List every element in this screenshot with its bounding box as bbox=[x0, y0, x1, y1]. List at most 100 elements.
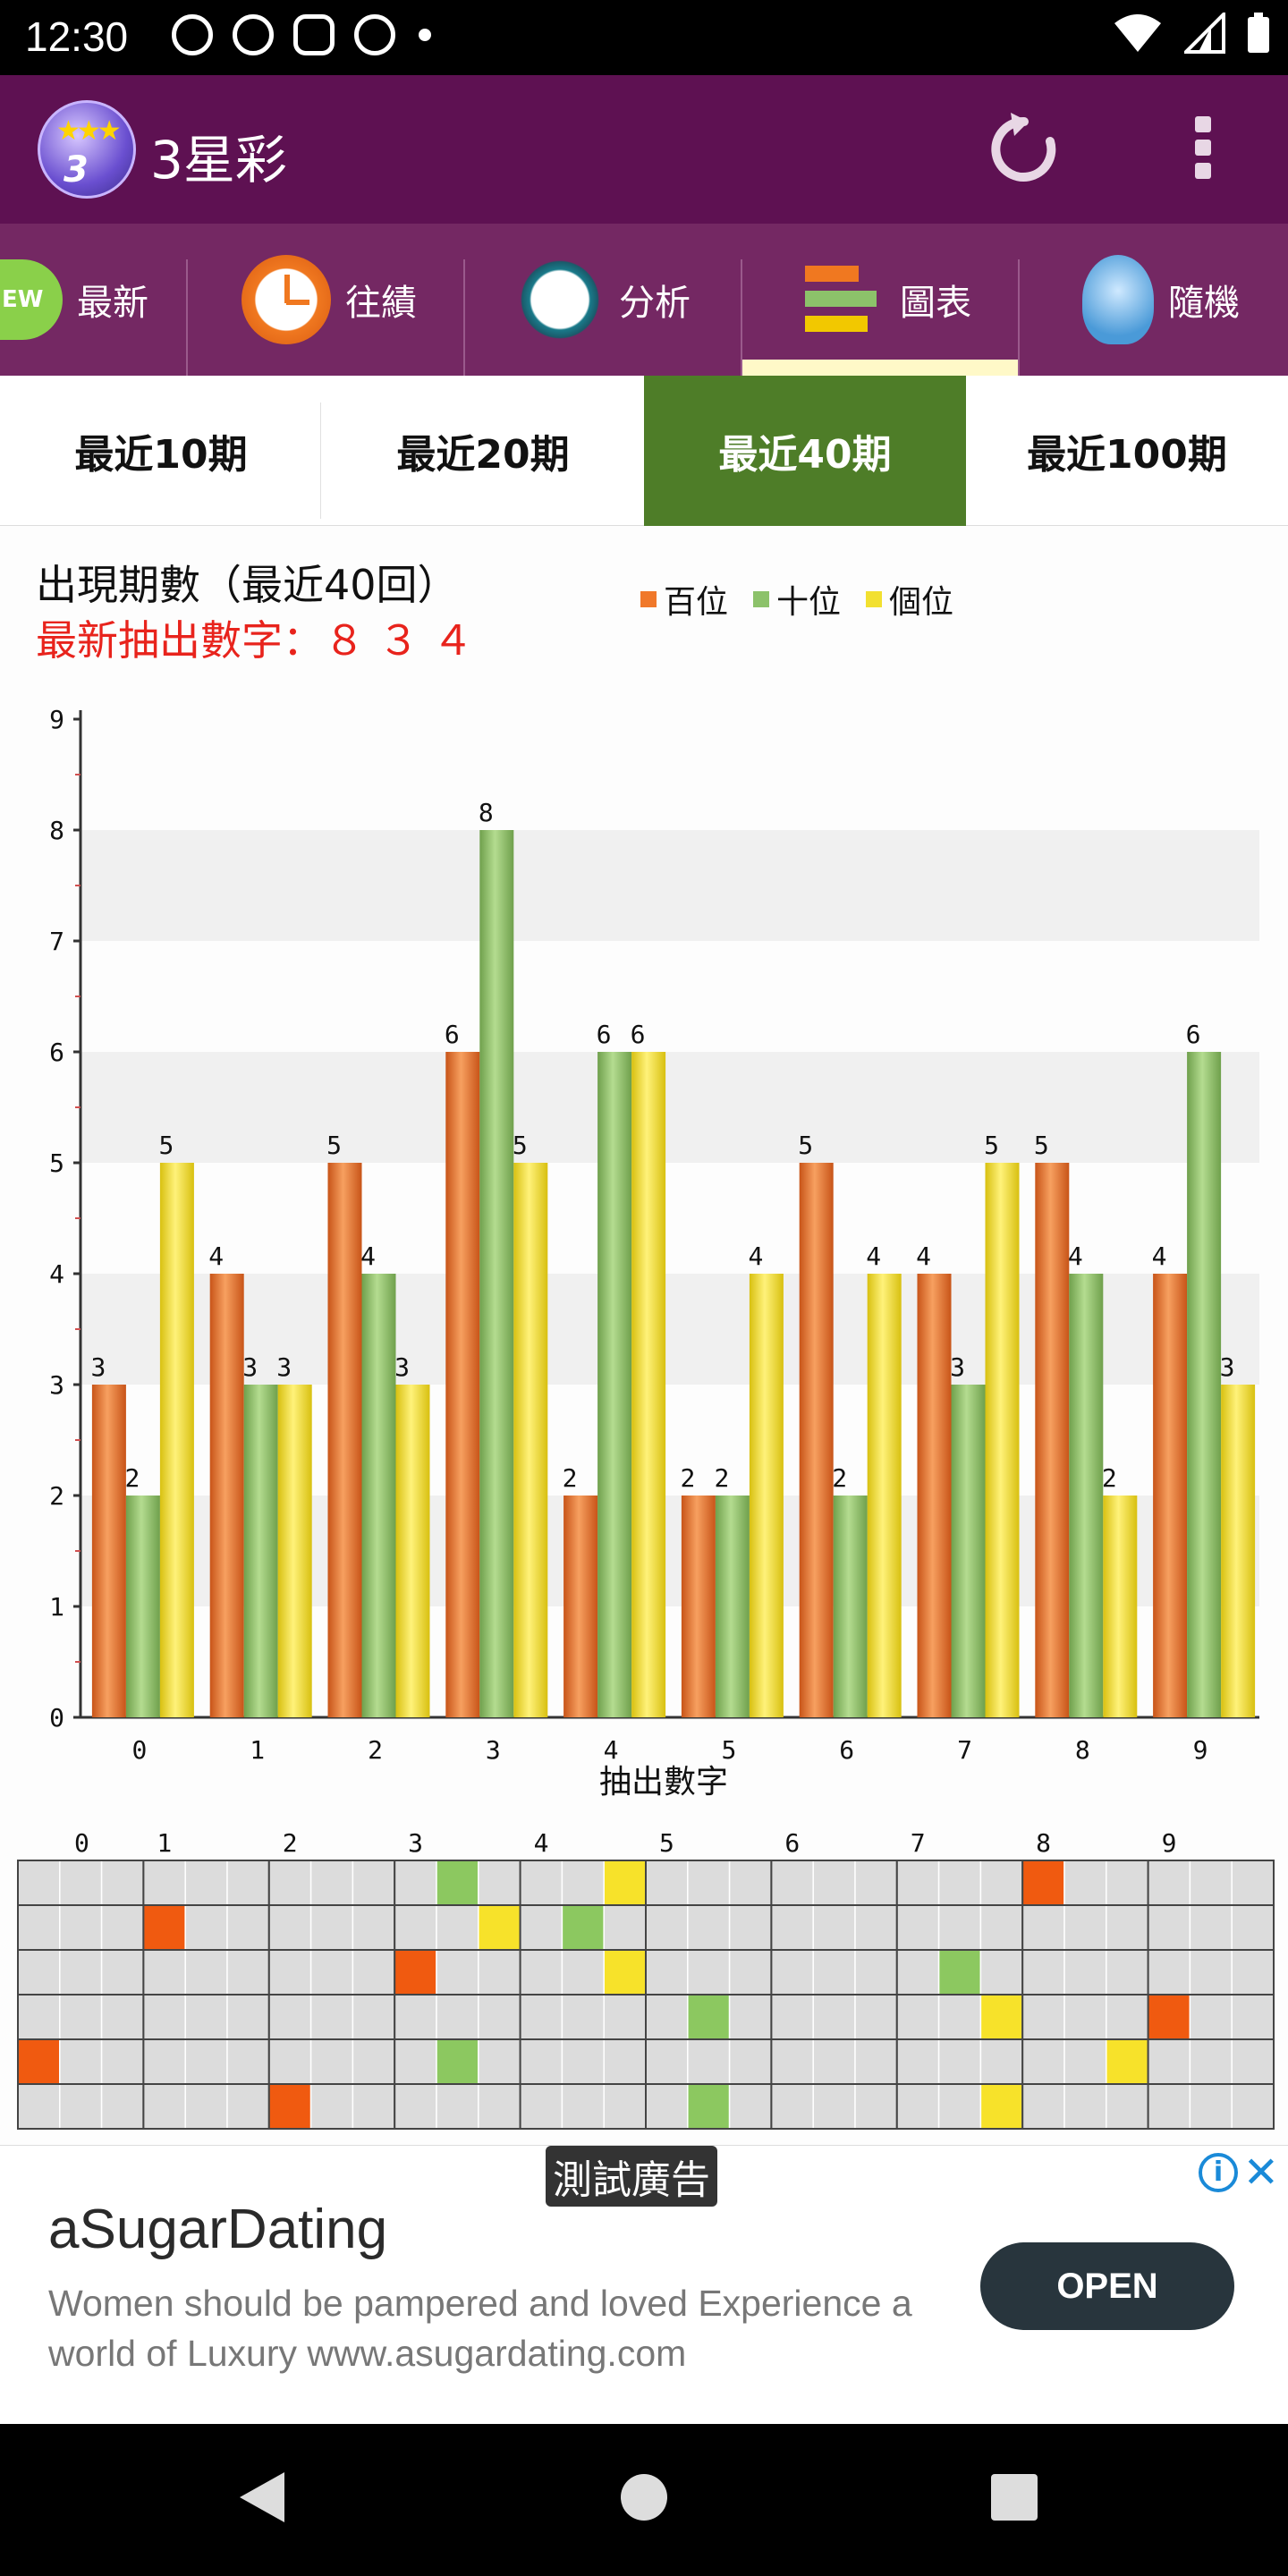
legend-label: 百位 bbox=[664, 584, 729, 621]
tab-latest[interactable]: EW 最新 bbox=[0, 224, 186, 376]
grid-cell bbox=[352, 1860, 395, 1906]
grid-cell bbox=[17, 1949, 61, 1996]
y-tick-label: 1 bbox=[49, 1592, 64, 1622]
grid-cell bbox=[979, 1904, 1023, 1951]
bar bbox=[951, 1385, 986, 1717]
grid-cell bbox=[1189, 1904, 1233, 1951]
tab-label: 最新 bbox=[77, 283, 148, 324]
grid-cell bbox=[519, 2083, 564, 2130]
grid-cell-hit bbox=[436, 2038, 479, 2085]
grid-cell bbox=[309, 1904, 354, 1951]
grid-cell-hit bbox=[436, 1860, 479, 1906]
grid-cell bbox=[645, 1994, 689, 2040]
grid-cell bbox=[142, 1994, 186, 2040]
grid-cell bbox=[979, 1949, 1023, 1996]
bar-value-label: 4 bbox=[866, 1241, 881, 1271]
period-tab-100[interactable]: 最近100期 bbox=[1027, 432, 1227, 478]
grid-cell bbox=[1231, 2038, 1275, 2085]
grid-cell bbox=[59, 2038, 103, 2085]
grid-cell bbox=[1063, 1860, 1107, 1906]
bar bbox=[749, 1274, 784, 1717]
ad-open-button[interactable]: OPEN bbox=[980, 2242, 1234, 2330]
grid-cell bbox=[687, 1860, 731, 1906]
grid-cell bbox=[394, 2083, 437, 2130]
ad-info-icon[interactable]: i bbox=[1199, 2153, 1238, 2192]
grid-cell bbox=[1106, 1949, 1149, 1996]
tab-analysis[interactable]: 分析 bbox=[515, 224, 739, 376]
grid-cell bbox=[854, 1860, 898, 1906]
grid-cell bbox=[645, 1949, 689, 1996]
grid-cell-hit bbox=[1106, 2038, 1149, 2085]
overflow-menu-icon[interactable] bbox=[1181, 116, 1225, 188]
grid-cell bbox=[1106, 1994, 1149, 2040]
grid-cell bbox=[645, 2083, 689, 2130]
bar bbox=[209, 1274, 244, 1717]
recents-icon[interactable] bbox=[991, 2474, 1038, 2521]
grid-cell bbox=[1106, 2083, 1149, 2130]
grid-cell bbox=[519, 1860, 564, 1906]
grid-cell bbox=[645, 2038, 689, 2085]
bar bbox=[799, 1163, 834, 1717]
x-tick-label: 5 bbox=[721, 1735, 736, 1765]
period-tab-10[interactable]: 最近10期 bbox=[74, 432, 248, 478]
refresh-icon[interactable] bbox=[984, 109, 1064, 190]
grid-cell-hit bbox=[603, 1860, 647, 1906]
grid-cell bbox=[226, 1994, 270, 2040]
period-tab-40[interactable]: 最近40期 bbox=[644, 376, 966, 526]
bar bbox=[125, 1496, 160, 1717]
tab-random[interactable]: 隨機 bbox=[1082, 224, 1288, 376]
grid-cell-hit bbox=[687, 1994, 731, 2040]
grid-cell bbox=[603, 1994, 647, 2040]
grid-cell-hit bbox=[979, 1994, 1023, 2040]
tab-chart[interactable]: 圖表 bbox=[742, 224, 1020, 376]
grid-cell bbox=[728, 1994, 773, 2040]
lightbulb-icon bbox=[1082, 255, 1154, 344]
grid-cell bbox=[561, 1949, 605, 1996]
grid-cell bbox=[812, 1904, 856, 1951]
grid-cell bbox=[436, 1904, 479, 1951]
bar bbox=[1103, 1496, 1138, 1717]
grid-cell-hit bbox=[17, 2038, 61, 2085]
grid-cell bbox=[59, 2083, 103, 2130]
grid-cell bbox=[436, 2083, 479, 2130]
ad-banner[interactable]: 測試廣告 i ✕ aSugarDating Women should be pa… bbox=[0, 2145, 1288, 2424]
grid-cell bbox=[226, 1860, 270, 1906]
home-icon[interactable] bbox=[621, 2474, 667, 2521]
tab-history[interactable]: 往績 bbox=[242, 224, 465, 376]
grid-cell bbox=[184, 2038, 228, 2085]
grid-cell bbox=[561, 1994, 605, 2040]
grid-cell bbox=[896, 1949, 940, 1996]
chart-legend: 百位 十位 個位 bbox=[640, 576, 953, 623]
ad-headline[interactable]: aSugarDating bbox=[48, 2199, 388, 2260]
bar-value-label: 6 bbox=[445, 1020, 460, 1049]
grid-cell bbox=[603, 2038, 647, 2085]
bar bbox=[361, 1274, 396, 1717]
grid-cell bbox=[770, 1860, 814, 1906]
bar-value-label: 5 bbox=[513, 1131, 528, 1160]
notification-icon bbox=[233, 14, 274, 55]
grid-cell bbox=[142, 1949, 186, 1996]
grid-cell bbox=[519, 1904, 564, 1951]
ad-body: Women should be pampered and loved Exper… bbox=[48, 2283, 912, 2374]
grid-cell-hit bbox=[937, 1949, 982, 1996]
grid-cell-border bbox=[1147, 2083, 1275, 2130]
grid-column-label: 0 bbox=[74, 1828, 89, 1858]
ad-close-icon[interactable]: ✕ bbox=[1242, 2148, 1279, 2198]
tab-label: 隨機 bbox=[1168, 283, 1240, 324]
grid-cell bbox=[1147, 2083, 1191, 2130]
grid-cell bbox=[478, 2083, 521, 2130]
bar bbox=[1153, 1274, 1188, 1717]
back-icon[interactable] bbox=[240, 2472, 284, 2522]
tab-divider bbox=[186, 259, 188, 376]
tab-bar: EW 最新 往績 分析 圖表 隨機 bbox=[0, 224, 1288, 376]
grid-cell bbox=[896, 1994, 940, 2040]
signal-icon bbox=[1184, 13, 1225, 54]
bar bbox=[1069, 1274, 1104, 1717]
bar bbox=[327, 1163, 362, 1717]
period-tab-20[interactable]: 最近20期 bbox=[396, 432, 570, 478]
logo-number: 3 bbox=[64, 149, 89, 191]
y-tick-label: 6 bbox=[49, 1038, 64, 1067]
grid-cell bbox=[979, 1860, 1023, 1906]
grid-cell bbox=[896, 1904, 940, 1951]
bar bbox=[91, 1385, 126, 1717]
